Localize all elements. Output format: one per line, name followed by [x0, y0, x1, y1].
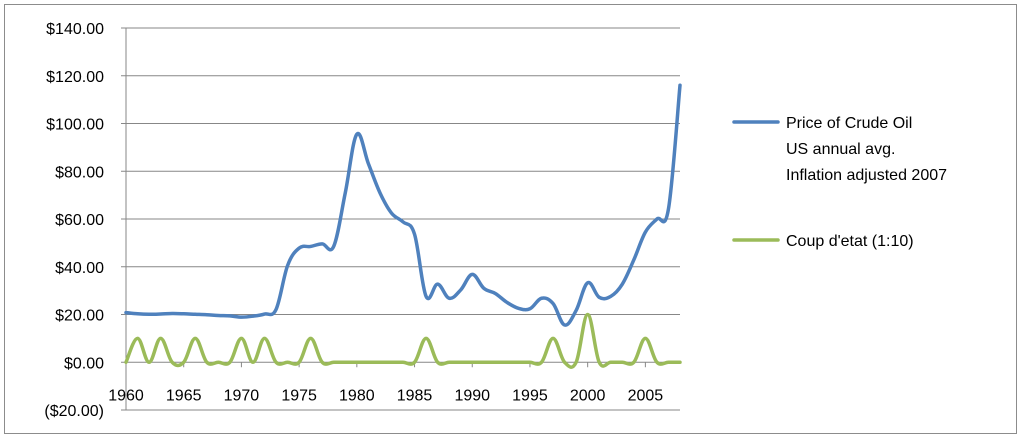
x-tick-label: 1990	[454, 387, 490, 404]
y-tick-label: ($20.00)	[44, 403, 104, 420]
legend-coup-label: Coup d'etat (1:10)	[786, 233, 914, 250]
y-tick-label: $0.00	[64, 355, 104, 372]
x-tick-label: 1995	[512, 387, 548, 404]
coup-series-line	[124, 312, 682, 369]
y-tick-label: $40.00	[55, 260, 104, 277]
y-tick-label: $20.00	[55, 308, 104, 325]
x-tick-label: 1970	[224, 387, 260, 404]
legend-oil-price-label: Inflation adjusted 2007	[786, 167, 947, 184]
x-tick-label: 1960	[108, 387, 144, 404]
y-tick-label: $120.00	[46, 69, 104, 86]
legend: Price of Crude Oil US annual avg. Inflatio…	[732, 115, 947, 250]
x-tick-label: 2000	[570, 387, 606, 404]
y-tick-label: $60.00	[55, 212, 104, 229]
y-axis-tick-labels: $140.00 $120.00 $100.00 $80.00 $60.00 $40.00 $…	[44, 21, 104, 420]
oil-price-series-line	[124, 83, 682, 327]
y-tick-label: $100.00	[46, 117, 104, 134]
y-tick-label: $140.00	[46, 21, 104, 38]
x-tick-label: 1980	[339, 387, 375, 404]
x-tick-label: 1975	[281, 387, 317, 404]
x-tick-label: 1965	[166, 387, 202, 404]
y-tick-label: $80.00	[55, 164, 104, 181]
legend-oil-price-label: Price of Crude Oil	[786, 115, 912, 132]
gridlines	[126, 27, 680, 315]
legend-oil-price-label: US annual avg.	[786, 141, 895, 158]
x-tick-label: 2005	[628, 387, 664, 404]
data-series	[124, 83, 682, 369]
x-tick-label: 1985	[397, 387, 433, 404]
x-axis-tick-labels: 1960 1965 1970 1975 1980 1985 1990 1995 2000 2005	[108, 387, 663, 404]
